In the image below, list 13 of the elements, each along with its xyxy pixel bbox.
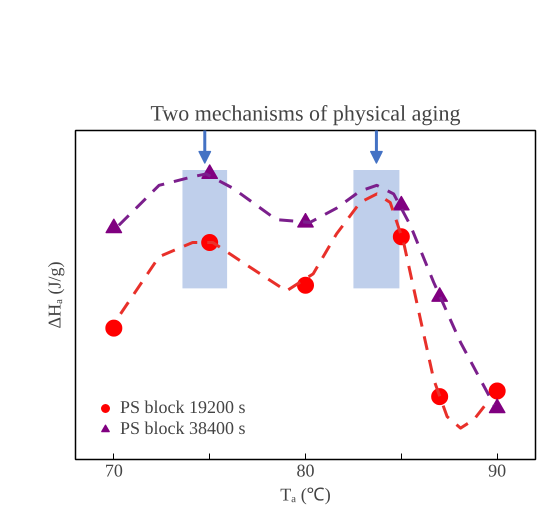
x-tick-label: 90 [488,460,506,480]
chart-title: Two mechanisms of physical aging [150,100,461,126]
x-axis-title: Tₐ (℃) [280,484,331,504]
x-tick-label: 80 [296,460,314,480]
point [105,320,122,337]
legend-label: PS block 38400 s [120,418,246,439]
point [488,382,506,400]
y-axis-title: ΔHₐ (J/g) [44,261,64,328]
point [392,196,410,210]
legend-label: PS block 19200 s [120,397,246,418]
x-tick-label: 70 [104,460,123,480]
point [105,218,122,234]
point [297,276,314,294]
